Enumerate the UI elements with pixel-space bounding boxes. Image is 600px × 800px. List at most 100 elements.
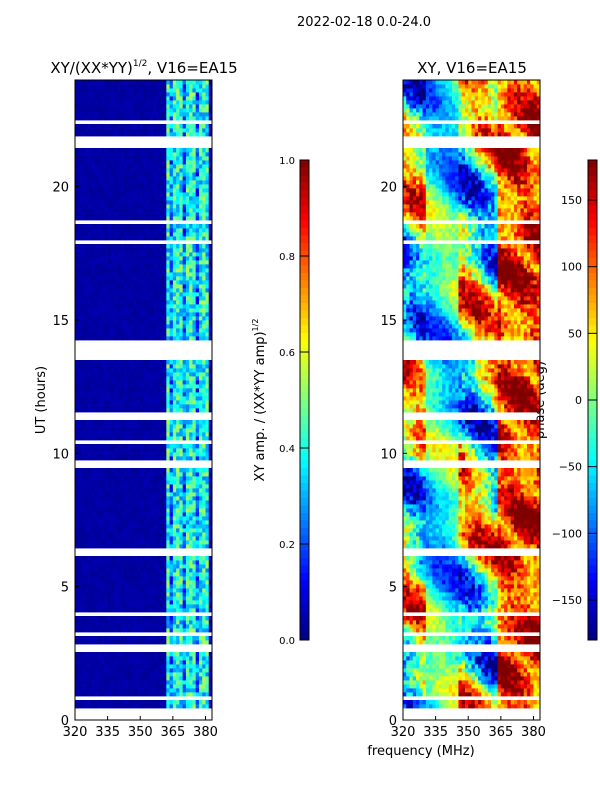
heatmap-cell	[179, 272, 184, 277]
heatmap-cell	[192, 368, 197, 373]
heatmap-cell	[75, 636, 79, 641]
heatmap-cell	[91, 192, 95, 197]
heatmap-cell	[150, 452, 154, 457]
heatmap-cell	[81, 296, 86, 301]
heatmap-cell	[163, 224, 167, 229]
heatmap-cell	[94, 392, 99, 397]
heatmap-cell	[133, 672, 138, 677]
heatmap-cell	[176, 572, 180, 577]
heatmap-cell	[172, 408, 177, 413]
heatmap-cell	[114, 500, 118, 505]
heatmap-cell	[202, 624, 206, 629]
heatmap-cell	[169, 420, 174, 425]
heatmap-cell	[185, 500, 190, 505]
heatmap-cell	[185, 192, 190, 197]
heatmap-cell	[140, 400, 144, 405]
heatmap-cell	[150, 604, 154, 609]
heatmap-cell	[117, 568, 122, 573]
heatmap-cell	[75, 608, 79, 613]
heatmap-cell	[208, 228, 213, 233]
heatmap-cell	[136, 512, 141, 517]
heatmap-cell	[159, 204, 164, 209]
heatmap-cell	[133, 468, 138, 473]
heatmap-cell	[172, 624, 177, 629]
heatmap-cell	[133, 556, 138, 561]
heatmap-cell	[159, 404, 164, 409]
heatmap-cell	[114, 284, 118, 289]
heatmap-cell	[107, 256, 112, 261]
heatmap-cell	[91, 488, 95, 493]
heatmap-cell	[163, 208, 167, 213]
heatmap-cell	[110, 524, 115, 529]
heatmap-cell	[94, 664, 99, 669]
heatmap-cell	[143, 368, 148, 373]
heatmap-cell	[198, 372, 203, 377]
heatmap-cell	[208, 388, 213, 393]
heatmap-cell	[84, 496, 89, 501]
heatmap-cell	[143, 668, 148, 673]
heatmap-cell	[156, 180, 161, 185]
heatmap-cell	[166, 636, 170, 641]
heatmap-cell	[198, 172, 203, 177]
heatmap-cell	[88, 576, 92, 581]
heatmap-cell	[114, 168, 118, 173]
heatmap-cell	[101, 684, 105, 689]
heatmap-cell	[192, 184, 197, 189]
heatmap-cell	[120, 200, 125, 205]
heatmap-cell	[198, 360, 203, 365]
heatmap-cell	[101, 268, 105, 273]
heatmap-cell	[78, 680, 82, 685]
heatmap-cell	[172, 480, 177, 485]
heatmap-cell	[198, 484, 203, 489]
heatmap-cell	[185, 208, 190, 213]
heatmap-cell	[101, 200, 105, 205]
heatmap-cell	[97, 420, 102, 425]
heatmap-cell	[84, 560, 89, 565]
heatmap-cell	[176, 688, 180, 693]
heatmap-cell	[101, 292, 105, 297]
heatmap-cell	[192, 572, 197, 577]
heatmap-cell	[176, 400, 180, 405]
heatmap-cell	[179, 668, 184, 673]
heatmap-cell	[208, 188, 213, 193]
heatmap-cell	[133, 616, 138, 621]
heatmap-cell	[84, 184, 89, 189]
heatmap-cell	[133, 188, 138, 193]
heatmap-cell	[101, 204, 105, 209]
heatmap-cell	[146, 328, 151, 333]
heatmap-cell	[114, 572, 118, 577]
heatmap-cell	[166, 540, 170, 545]
heatmap-cell	[75, 380, 79, 385]
heatmap-cell	[192, 656, 197, 661]
heatmap-cell	[156, 432, 161, 437]
heatmap-cell	[202, 532, 206, 537]
heatmap-cell	[78, 588, 82, 593]
heatmap-cell	[88, 192, 92, 197]
heatmap-cell	[114, 628, 118, 633]
heatmap-cell	[91, 244, 95, 249]
heatmap-cell	[94, 196, 99, 201]
heatmap-cell	[179, 196, 184, 201]
heatmap-cell	[97, 496, 102, 501]
heatmap-cell	[127, 528, 131, 533]
heatmap-cell	[166, 480, 170, 485]
heatmap-cell	[88, 280, 92, 285]
heatmap-cell	[130, 576, 135, 581]
heatmap-cell	[94, 676, 99, 681]
heatmap-cell	[198, 308, 203, 313]
heatmap-cell	[143, 392, 148, 397]
heatmap-cell	[104, 304, 109, 309]
heatmap-cell	[156, 588, 161, 593]
heatmap-cell	[159, 536, 164, 541]
heatmap-cell	[81, 248, 86, 253]
heatmap-cell	[146, 444, 151, 449]
heatmap-cell	[172, 372, 177, 377]
heatmap-cell	[202, 584, 206, 589]
heatmap-cell	[163, 420, 167, 425]
heatmap-cell	[120, 600, 125, 605]
heatmap-cell	[107, 196, 112, 201]
heatmap-cell	[91, 448, 95, 453]
heatmap-cell	[88, 228, 92, 233]
heatmap-cell	[127, 488, 131, 493]
heatmap-cell	[163, 260, 167, 265]
